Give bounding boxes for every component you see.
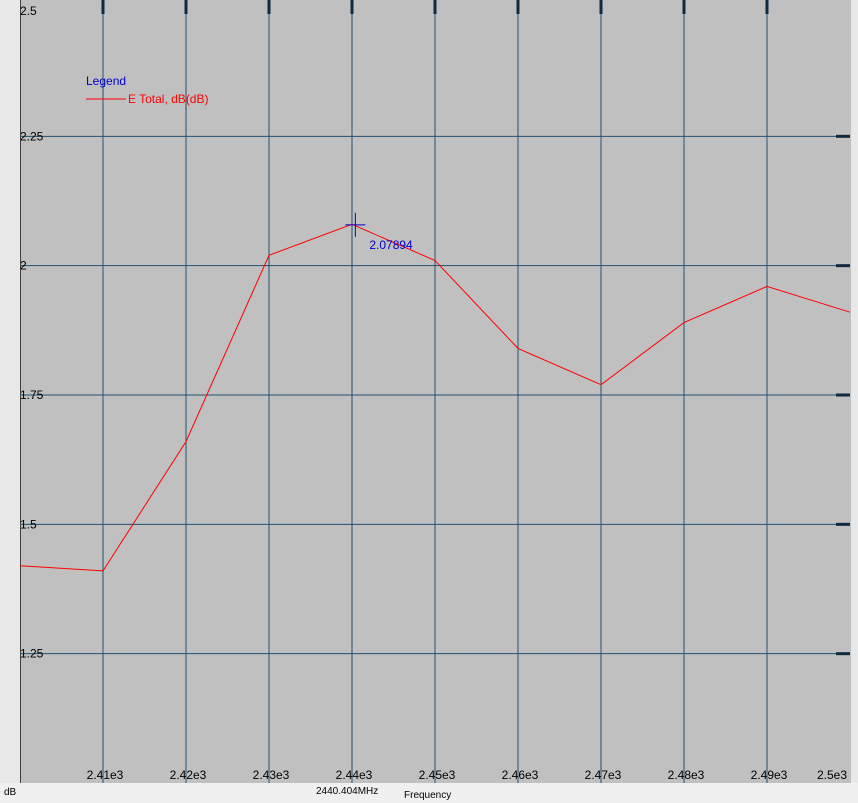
x-tick-label: 2.47e3 xyxy=(585,768,622,782)
x-tick-label: 2.49e3 xyxy=(751,768,788,782)
y-tick-label: 1.5 xyxy=(20,517,37,531)
grid-layer xyxy=(20,0,850,783)
series-line-e-total[interactable] xyxy=(19,223,851,572)
y-tick-label: 1.75 xyxy=(20,388,44,402)
y-tick-label: 2.25 xyxy=(20,129,44,143)
marker-layer: 2.07894 xyxy=(345,212,413,252)
legend-title: Legend xyxy=(86,74,126,88)
x-tick-label: 2.45e3 xyxy=(419,768,456,782)
y-tick-label: 2 xyxy=(20,259,27,273)
y-tick-label: 2.5 xyxy=(20,4,37,18)
left-margin xyxy=(0,0,20,783)
status-bar: dB 2440.404MHz Frequency xyxy=(0,783,858,803)
x-tick-label: 2.5e3 xyxy=(817,768,847,782)
plot-area[interactable] xyxy=(20,0,852,783)
x-tick-label: 2.46e3 xyxy=(502,768,539,782)
x-tick-label: 2.48e3 xyxy=(668,768,705,782)
marker-value-label: 2.07894 xyxy=(369,238,413,252)
x-tick-label: 2.42e3 xyxy=(170,768,207,782)
tick-layer: 2.41e3 2.42e3 2.43e3 2.44e3 2.45e3 2.46e3 2.47… xyxy=(20,0,850,782)
marker-frequency-readout: 2440.404MHz xyxy=(316,786,379,797)
right-margin xyxy=(851,0,858,783)
y-tick-label: 1.25 xyxy=(20,647,44,661)
y-unit-label: dB xyxy=(4,787,17,798)
x-tick-label: 2.41e3 xyxy=(87,768,124,782)
x-axis-title: Frequency xyxy=(404,790,452,801)
x-tick-label: 2.44e3 xyxy=(336,768,373,782)
legend-entry-e-total: E Total, dB(dB) xyxy=(128,92,208,106)
frequency-response-chart[interactable]: 2.41e3 2.42e3 2.43e3 2.44e3 2.45e3 2.46e3 2.47… xyxy=(0,0,858,783)
x-tick-label: 2.43e3 xyxy=(253,768,290,782)
series-layer xyxy=(19,223,851,572)
legend: Legend E Total, dB(dB) xyxy=(86,74,208,106)
